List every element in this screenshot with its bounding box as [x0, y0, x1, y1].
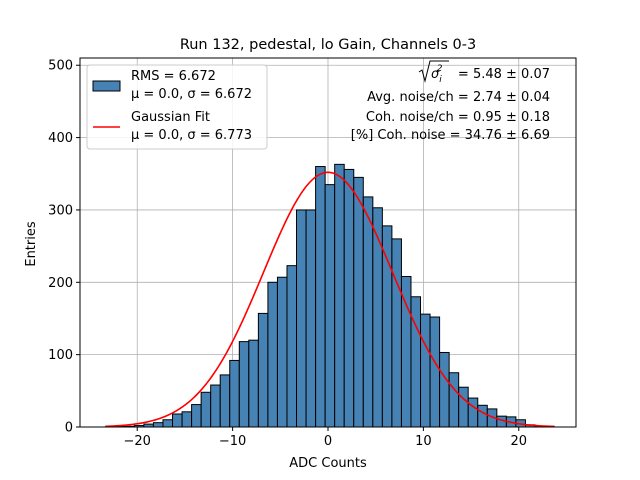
histogram-bar: [353, 176, 364, 428]
x-tick-label: −20: [124, 434, 151, 449]
histogram-bar: [410, 296, 422, 428]
histogram-bar: [439, 351, 450, 428]
histogram-bar: [162, 419, 174, 428]
x-tick-label: −10: [219, 434, 246, 449]
sqrt-radicand: σi2: [431, 64, 443, 85]
histogram-bar: [362, 196, 374, 428]
noise-annotations: σi2 = 5.48 ± 0.07 Avg. noise/ch = 2.74 ±…: [351, 60, 550, 143]
legend-label-gaussian-fit: Gaussian Fit: [131, 110, 210, 125]
histogram-bar: [229, 359, 240, 428]
histogram-bar: [343, 168, 355, 428]
y-tick-label: 500: [48, 59, 73, 74]
histogram-bar: [248, 339, 259, 428]
legend-patch-histogram: [92, 80, 121, 92]
annotation-sqrt-sigma: σi2 = 5.48 ± 0.07: [418, 60, 550, 85]
histogram-bar: [477, 404, 488, 428]
x-tick-label: 10: [415, 434, 432, 449]
histogram-bar: [267, 281, 278, 428]
histogram-bar: [324, 184, 336, 428]
histogram-bar: [276, 276, 288, 428]
histogram-bar: [448, 372, 460, 428]
y-tick-label: 100: [48, 348, 73, 363]
chart-title: Run 132, pedestal, lo Gain, Channels 0-3: [180, 37, 476, 53]
legend-sublabel-rms: μ = 0.0, σ = 6.672: [131, 87, 252, 102]
histogram-bar: [257, 312, 269, 428]
histogram-bar: [381, 225, 393, 428]
histogram-bar: [305, 209, 317, 428]
histogram-bar: [400, 276, 412, 428]
y-tick-label: 300: [48, 203, 73, 218]
y-tick-label: 200: [48, 276, 73, 291]
histogram-bars: [105, 163, 555, 428]
gaussian-fit-line: [105, 171, 555, 428]
histogram-bar: [152, 422, 164, 428]
histogram-bar: [458, 386, 469, 428]
histogram-bar: [420, 313, 431, 428]
legend-label-rms: RMS = 6.672: [131, 69, 216, 84]
histogram-bar: [296, 209, 307, 428]
histogram-bar: [315, 166, 326, 428]
histogram-bar: [172, 413, 183, 428]
histogram-bar: [334, 163, 345, 428]
annotation-avg-noise: Avg. noise/ch = 2.74 ± 0.04: [367, 90, 550, 105]
histogram-bar: [238, 341, 250, 428]
x-tick-label: 20: [510, 434, 527, 449]
x-tick-label: 0: [324, 434, 332, 449]
annotation-coh-noise: Coh. noise/ch = 0.95 ± 0.18: [366, 110, 550, 125]
histogram-bar: [391, 238, 402, 428]
sqrt-radical-sign: [418, 60, 449, 83]
histogram-bar: [191, 404, 202, 428]
histogram-bar: [219, 374, 231, 428]
histogram-bar: [429, 316, 441, 428]
histogram-bar: [286, 265, 298, 428]
annotation-coh-noise-percent: [%] Coh. noise = 34.76 ± 6.69: [351, 128, 550, 143]
legend: RMS = 6.672 μ = 0.0, σ = 6.672 Gaussian …: [86, 64, 268, 150]
histogram-bar: [200, 391, 212, 428]
histogram-bar: [210, 384, 221, 428]
y-tick-label: 400: [48, 131, 73, 146]
histogram-bar: [372, 207, 383, 428]
legend-box: [86, 64, 268, 150]
histogram-bar: [181, 411, 193, 428]
annotation-rms-noise-value: = 5.48 ± 0.07: [458, 67, 550, 82]
legend-sublabel-gaussian-fit: μ = 0.0, σ = 6.773: [131, 128, 252, 143]
histogram-bar: [467, 397, 479, 428]
x-axis-label: ADC Counts: [289, 456, 367, 471]
y-axis-label: Entries: [24, 221, 39, 267]
y-tick-label: 0: [65, 421, 73, 436]
